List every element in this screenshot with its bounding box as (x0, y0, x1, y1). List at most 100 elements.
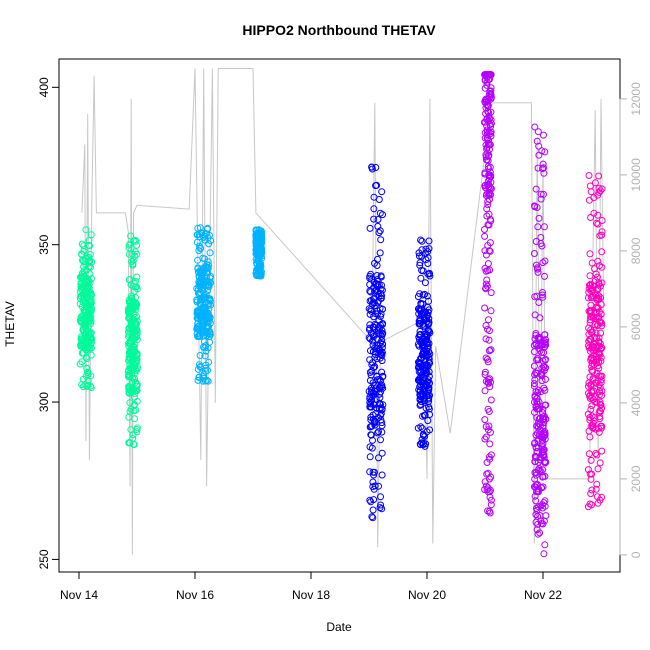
data-point (378, 368, 386, 376)
data-point (487, 119, 495, 127)
data-point (416, 440, 424, 448)
data-point (484, 108, 492, 115)
data-point (376, 330, 384, 338)
data-point (486, 375, 494, 383)
data-point (425, 237, 433, 245)
data-point (534, 435, 542, 443)
data-point (540, 384, 548, 392)
data-point (372, 182, 380, 190)
data-point (482, 354, 490, 362)
data-point (374, 216, 382, 223)
data-point (377, 412, 384, 420)
data-point (379, 305, 386, 313)
data-point (375, 428, 382, 436)
data-point (129, 363, 137, 370)
data-point (486, 266, 494, 274)
data-point (588, 328, 596, 336)
data-point (487, 496, 495, 504)
data-point (587, 475, 595, 483)
data-point (541, 331, 549, 339)
data-point (367, 288, 375, 296)
y-axis-label: THETAV (3, 301, 17, 347)
data-point (487, 91, 495, 99)
data-point (378, 381, 386, 389)
data-point (598, 322, 606, 330)
data-point (206, 338, 214, 346)
data-point (426, 411, 434, 418)
data-point (594, 220, 602, 228)
data-point (414, 424, 422, 432)
data-point (584, 382, 592, 390)
data-point (368, 163, 376, 171)
data-point (540, 339, 548, 347)
data-point (376, 347, 384, 355)
data-point (127, 347, 135, 355)
data-point (537, 195, 545, 203)
data-point (376, 504, 384, 512)
data-point (481, 232, 489, 240)
data-point (486, 327, 493, 335)
data-point (131, 375, 138, 383)
data-point (133, 424, 141, 432)
data-point (132, 406, 140, 414)
data-point (125, 307, 133, 314)
series-8 (530, 123, 550, 558)
chart-title: HIPPO2 Northbound THETAV (242, 22, 436, 38)
data-point (204, 313, 212, 321)
data-point (487, 71, 494, 79)
data-point (532, 497, 540, 505)
data-point (539, 416, 547, 424)
data-point (487, 289, 495, 297)
data-point (201, 236, 209, 244)
data-point (541, 541, 549, 549)
data-point (482, 322, 490, 329)
data-point (541, 401, 549, 409)
data-point (87, 290, 95, 298)
series-5 (365, 163, 387, 522)
data-point (416, 396, 424, 404)
data-point (196, 290, 204, 298)
data-point (424, 351, 432, 359)
data-point (87, 351, 95, 359)
data-point (535, 142, 543, 150)
series-3 (193, 224, 215, 385)
data-point (533, 526, 541, 534)
data-point (591, 414, 598, 421)
data-point (593, 305, 601, 312)
data-point (201, 344, 209, 352)
data-point (486, 455, 494, 463)
data-point (195, 278, 203, 286)
data-point (82, 311, 90, 319)
data-point (586, 316, 594, 324)
data-point (373, 272, 381, 279)
data-point (594, 211, 602, 219)
data-point (204, 366, 212, 374)
data-point (590, 209, 598, 217)
data-point (133, 285, 141, 293)
data-point (377, 501, 385, 509)
data-point (133, 428, 141, 436)
data-point (87, 231, 95, 239)
data-point (368, 513, 376, 521)
data-point (542, 375, 549, 383)
data-point (130, 279, 138, 287)
data-point (130, 356, 138, 364)
data-point (375, 196, 383, 203)
data-point (539, 165, 546, 173)
data-point (593, 296, 601, 304)
data-point (487, 116, 495, 124)
data-point (487, 94, 495, 102)
data-point (482, 285, 490, 293)
data-point (540, 223, 548, 231)
data-point (374, 429, 382, 437)
data-point (598, 493, 606, 501)
data-point (415, 252, 423, 260)
data-point (374, 376, 381, 384)
data-point (585, 450, 593, 458)
data-point (590, 395, 597, 403)
series-2 (124, 232, 141, 448)
data-point (483, 135, 491, 143)
data-point (596, 232, 604, 240)
data-point (424, 321, 432, 329)
data-point (194, 333, 202, 340)
